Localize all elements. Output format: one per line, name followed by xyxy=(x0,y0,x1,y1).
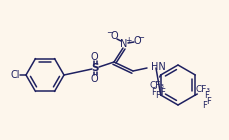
Text: S: S xyxy=(91,63,99,73)
Text: F: F xyxy=(206,96,211,106)
Text: F: F xyxy=(204,92,209,101)
Text: F: F xyxy=(202,102,207,110)
Text: Cl: Cl xyxy=(10,70,20,80)
Text: O: O xyxy=(133,36,141,46)
Text: −: − xyxy=(137,33,144,43)
Text: +: + xyxy=(125,36,131,45)
Text: O: O xyxy=(90,74,98,84)
Text: F: F xyxy=(160,88,165,96)
Text: CF₃: CF₃ xyxy=(149,80,164,89)
Text: −: − xyxy=(106,29,114,38)
Text: F: F xyxy=(151,88,156,96)
Text: CF₃: CF₃ xyxy=(196,85,211,94)
Text: HN: HN xyxy=(151,62,166,72)
Text: F: F xyxy=(155,90,160,100)
Text: O: O xyxy=(90,52,98,62)
Text: N: N xyxy=(120,39,128,49)
Text: O: O xyxy=(110,31,118,41)
